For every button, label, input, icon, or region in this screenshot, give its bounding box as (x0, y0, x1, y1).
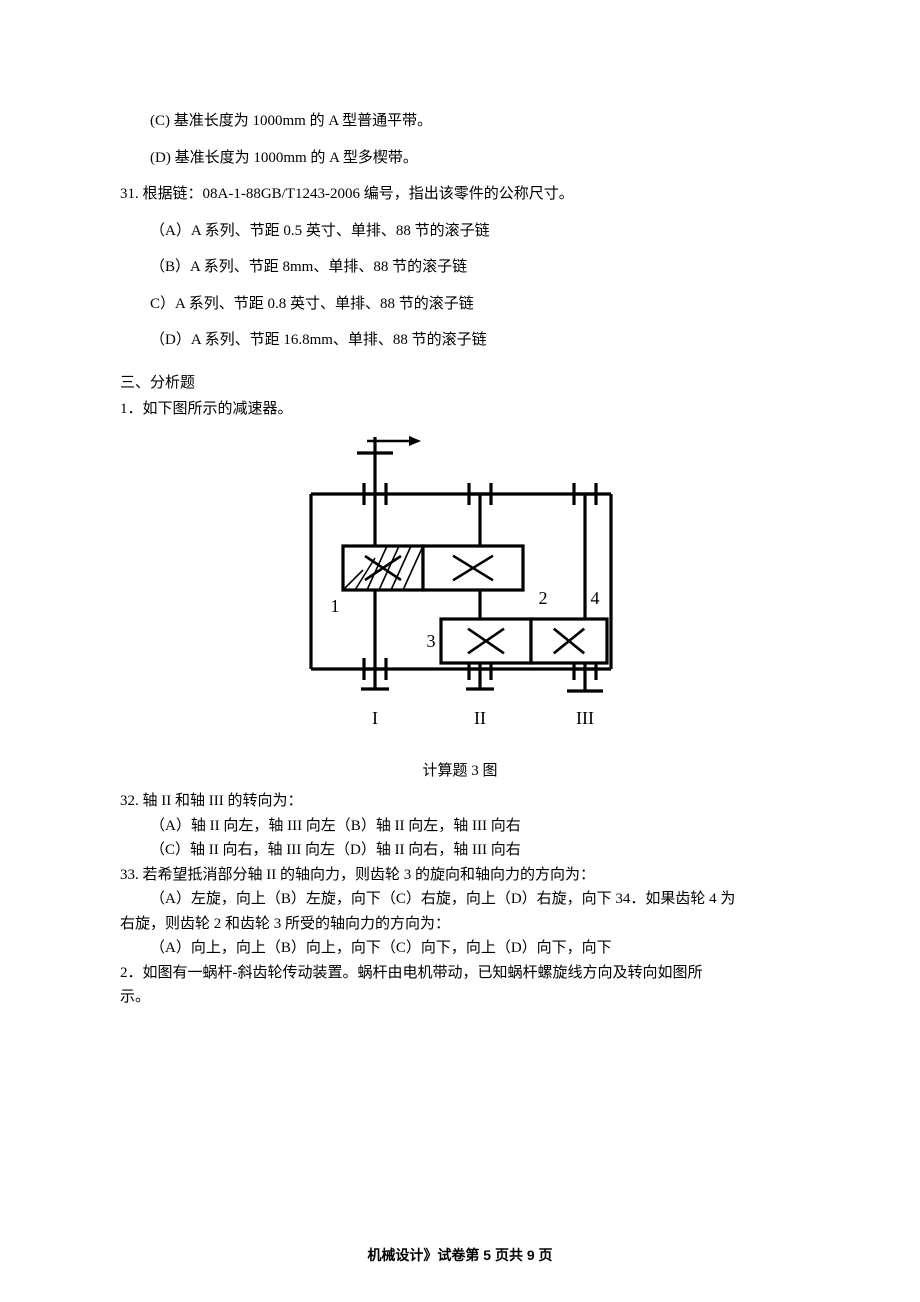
q31-stem: 31. 根据链：08A-1-88GB/T1243-2006 编号，指出该零件的公… (120, 183, 800, 206)
page-container: (C) 基准长度为 1000mm 的 A 型普通平带。 (D) 基准长度为 10… (0, 0, 920, 1302)
svg-text:3: 3 (427, 631, 436, 651)
q31-d: （D）A 系列、节距 16.8mm、单排、88 节的滚子链 (150, 329, 800, 352)
svg-text:2: 2 (539, 588, 548, 608)
diagram-reducer: 1234IIIIII (120, 429, 800, 734)
figure-caption: 计算题 3 图 (120, 760, 800, 783)
analysis-1-stem: 1．如下图所示的减速器。 (120, 398, 800, 421)
option-d: (D) 基准长度为 1000mm 的 A 型多楔带。 (150, 147, 800, 170)
q31-b: （B）A 系列、节距 8mm、单排、88 节的滚子链 (150, 256, 800, 279)
section-3-title: 三、分析题 (120, 372, 800, 395)
q32-stem: 32. 轴 II 和轴 III 的转向为： (120, 790, 800, 813)
analysis-2-line2: 示。 (120, 986, 800, 1009)
svg-text:III: III (576, 708, 594, 728)
q31-a: （A）A 系列、节距 0.5 英寸、单排、88 节的滚子链 (150, 220, 800, 243)
svg-text:II: II (474, 708, 486, 728)
page-footer: 机械设计》试卷第 5 页共 9 页 (0, 1245, 920, 1266)
q34-cont-1: 右旋，则齿轮 2 和齿轮 3 所受的轴向力的方向为： (120, 913, 800, 936)
q32-opts-2: （C）轴 II 向右，轴 III 向左（D）轴 II 向右，轴 III 向右 (120, 839, 800, 862)
q33-opts: （A）左旋，向上（B）左旋，向下（C）右旋，向上（D）右旋，向下 34．如果齿轮… (120, 888, 800, 911)
option-c: (C) 基准长度为 1000mm 的 A 型普通平带。 (150, 110, 800, 133)
svg-text:I: I (372, 708, 378, 728)
q34-opts: （A）向上，向上（B）向上，向下（C）向下，向上（D）向下，向下 (120, 937, 800, 960)
q32-opts-1: （A）轴 II 向左，轴 III 向左（B）轴 II 向左，轴 III 向右 (120, 815, 800, 838)
svg-text:1: 1 (331, 596, 340, 616)
q33-stem: 33. 若希望抵消部分轴 II 的轴向力，则齿轮 3 的旋向和轴向力的方向为： (120, 864, 800, 887)
q31-c: C）A 系列、节距 0.8 英寸、单排、88 节的滚子链 (150, 293, 800, 316)
analysis-2-line1: 2．如图有一蜗杆-斜齿轮传动装置。蜗杆由电机带动，已知蜗杆螺旋线方向及转向如图所 (120, 962, 800, 985)
svg-text:4: 4 (591, 588, 600, 608)
